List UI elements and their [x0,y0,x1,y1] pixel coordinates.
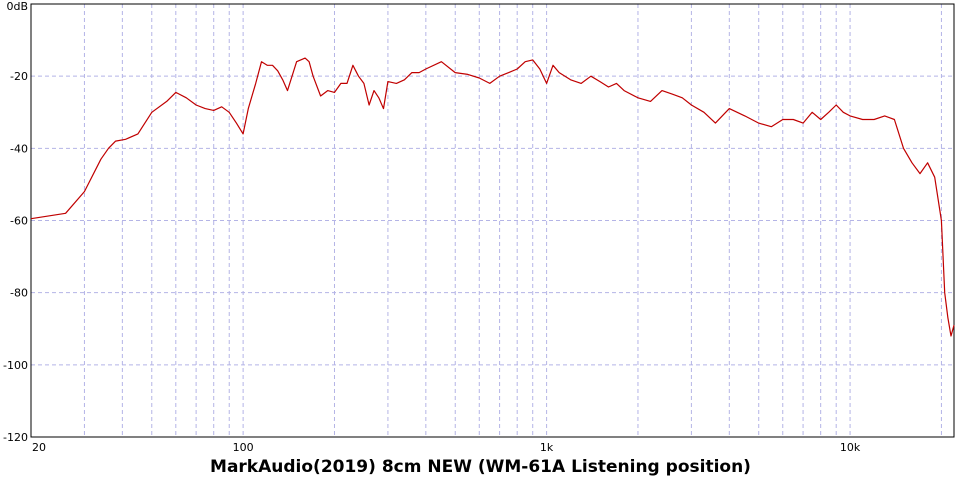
y-tick-label: -20 [10,70,28,83]
x-tick-labels: 20 100 1k 10k [32,441,861,454]
x-tick-label: 100 [233,441,254,454]
y-tick-label: -40 [10,142,28,155]
x-tick-label: 10k [840,441,861,454]
series-line [30,57,955,337]
plot-frame [30,3,955,438]
grid-lines [31,4,954,437]
plot-area [31,4,954,437]
y-tick-label: 0dB [6,0,28,13]
x-tick-label: 1k [540,441,554,454]
y-tick-label: -80 [10,287,28,300]
x-tick-label: 20 [32,441,46,454]
series-layer [30,57,955,337]
chart-title: MarkAudio(2019) 8cm NEW (WM-61A Listenin… [210,457,751,477]
y-tick-label: -60 [10,215,28,228]
y-tick-label: -120 [3,431,28,444]
y-tick-labels: 0dB -20 -40 -60 -80 -100 -120 [3,0,28,444]
y-tick-label: -100 [3,359,28,372]
